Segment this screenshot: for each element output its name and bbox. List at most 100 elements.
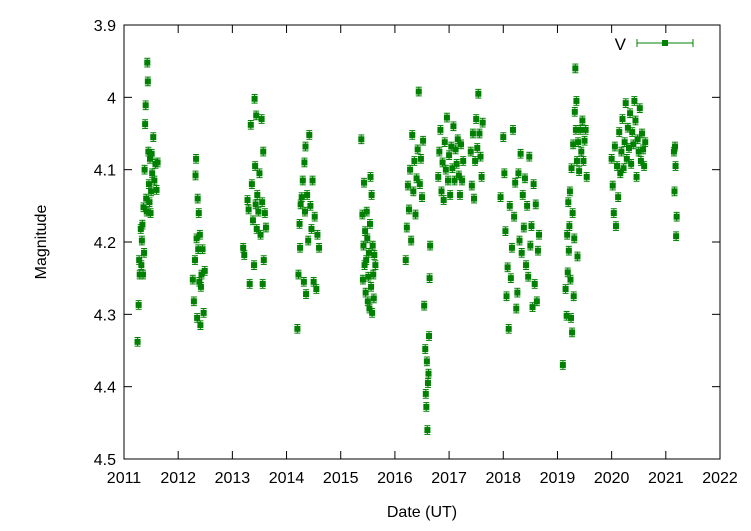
data-point: [363, 206, 370, 217]
data-point: [527, 240, 534, 251]
data-point: [500, 132, 507, 142]
data-point: [361, 177, 368, 188]
data-point: [309, 175, 316, 186]
data-point: [673, 211, 680, 222]
data-point: [508, 242, 515, 253]
data-point: [144, 57, 151, 68]
data-point: [580, 156, 587, 166]
data-point: [311, 211, 318, 222]
data-point: [414, 144, 421, 155]
data-point: [151, 175, 158, 186]
data-point: [477, 151, 484, 162]
data-point: [453, 159, 460, 169]
data-point: [575, 137, 582, 148]
data-point: [148, 186, 155, 197]
data-point: [427, 240, 434, 251]
data-point: [366, 219, 373, 229]
data-point: [642, 137, 649, 148]
data-point: [612, 221, 619, 231]
data-point: [514, 287, 521, 298]
data-point: [581, 135, 588, 146]
data-point: [445, 175, 452, 186]
data-point: [633, 172, 640, 182]
data-point: [672, 161, 679, 171]
data-point: [134, 336, 141, 347]
data-point: [569, 208, 576, 218]
data-point: [623, 153, 630, 164]
data-point: [192, 170, 199, 181]
data-point: [416, 179, 423, 189]
data-point: [369, 240, 376, 251]
data-point: [306, 130, 313, 140]
data-point: [301, 206, 308, 217]
data-point: [148, 148, 155, 159]
data-point: [419, 192, 425, 202]
data-point: [536, 229, 543, 240]
x-tick-label: 2018: [485, 470, 521, 487]
data-point: [302, 141, 309, 152]
data-point: [370, 269, 377, 280]
data-point: [415, 86, 422, 97]
data-point: [261, 208, 268, 218]
data-point: [479, 117, 486, 128]
data-point: [196, 229, 203, 240]
data-point: [435, 172, 442, 182]
y-tick-label: 4: [107, 90, 116, 107]
data-point: [622, 98, 629, 108]
data-point: [450, 121, 457, 132]
data-point: [567, 274, 574, 285]
data-point: [523, 260, 530, 270]
data-point: [141, 164, 148, 175]
data-point: [566, 221, 573, 231]
data-point: [619, 114, 626, 124]
data-point: [530, 179, 537, 189]
data-points: [134, 57, 680, 435]
y-tick-label: 4.3: [94, 307, 116, 324]
legend-label: V: [615, 35, 627, 54]
data-point: [478, 172, 485, 182]
data-point: [423, 402, 430, 412]
data-point: [673, 231, 680, 242]
data-point: [532, 199, 539, 210]
data-point: [570, 291, 577, 302]
data-point: [201, 266, 208, 276]
x-tick-label: 2017: [431, 470, 467, 487]
data-point: [407, 164, 414, 175]
data-point: [510, 125, 517, 135]
data-point: [247, 119, 254, 130]
data-point: [144, 76, 151, 87]
data-point: [475, 88, 482, 99]
data-point: [472, 156, 479, 166]
data-point: [424, 378, 431, 388]
data-point: [368, 282, 375, 292]
data-point: [190, 296, 197, 307]
data-point: [313, 284, 320, 294]
data-point: [520, 222, 527, 233]
data-point: [139, 219, 146, 230]
data-point: [515, 168, 522, 179]
data-point: [411, 156, 418, 166]
data-point: [422, 389, 429, 399]
data-point: [437, 125, 444, 135]
data-point: [371, 250, 378, 260]
data-point: [193, 233, 200, 244]
data-point: [423, 356, 430, 367]
data-point: [359, 274, 366, 285]
data-point: [436, 146, 443, 157]
data-point: [628, 159, 635, 169]
data-point: [671, 186, 678, 197]
data-point: [299, 175, 306, 186]
data-point: [142, 119, 149, 129]
y-tick-label: 4.1: [94, 163, 116, 180]
data-point: [262, 222, 269, 233]
data-point: [583, 172, 590, 182]
data-point: [295, 269, 302, 280]
data-point: [304, 190, 311, 200]
data-point: [253, 110, 260, 121]
data-point: [314, 229, 321, 240]
data-point: [426, 331, 433, 341]
data-point: [473, 114, 480, 124]
data-point: [256, 168, 263, 179]
data-point: [497, 192, 504, 202]
